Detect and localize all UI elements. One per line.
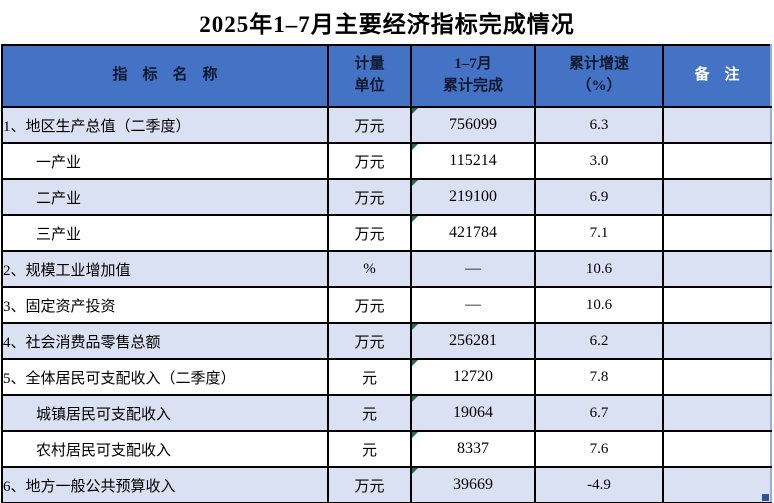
title-bar: 2025年1–7月主要经济指标完成情况 (0, 0, 774, 44)
unit-cell[interactable]: 万元 (327, 214, 412, 252)
growth-cell[interactable]: 7.6 (534, 430, 664, 468)
unit-cell[interactable]: 万元 (327, 286, 412, 324)
table-row: 农村居民可支配收入 元 8337 7.6 (1, 430, 772, 468)
indicator-cell[interactable]: 4、社会消费品零售总额 (1, 322, 329, 360)
growth-cell[interactable]: 7.8 (534, 358, 664, 396)
unit-cell[interactable]: 万元 (327, 106, 412, 144)
table-row: 一产业 万元 115214 3.0 (1, 142, 772, 180)
growth-cell[interactable]: -4.9 (534, 466, 664, 503)
error-indicator-icon (413, 361, 418, 366)
remark-cell[interactable] (662, 250, 772, 288)
table-row: 二产业 万元 219100 6.9 (1, 178, 772, 216)
value-cell[interactable]: 256281 (410, 322, 536, 360)
growth-cell[interactable]: 6.9 (534, 178, 664, 216)
unit-cell[interactable]: 元 (327, 358, 412, 396)
remark-cell[interactable] (662, 466, 772, 503)
error-indicator-icon (413, 397, 418, 402)
col-header-growth: 累计增速 （%） (534, 44, 664, 108)
remark-cell[interactable] (662, 214, 772, 252)
indicator-cell[interactable]: 二产业 (1, 178, 329, 216)
table-row: 5、全体居民可支配收入（二季度） 元 12720 7.8 (1, 358, 772, 396)
indicator-cell[interactable]: 1、地区生产总值（二季度） (1, 106, 329, 144)
indicator-cell[interactable]: 农村居民可支配收入 (1, 430, 329, 468)
table-row: 三产业 万元 421784 7.1 (1, 214, 772, 252)
table-row: 6、地方一般公共预算收入 万元 39669 -4.9 (1, 466, 772, 503)
table-row: 1、地区生产总值（二季度） 万元 756099 6.3 (1, 106, 772, 144)
error-indicator-icon (413, 433, 418, 438)
growth-cell[interactable]: 3.0 (534, 142, 664, 180)
unit-cell[interactable]: % (327, 250, 412, 288)
value-cell[interactable]: 219100 (410, 178, 536, 216)
value-cell[interactable]: 19064 (410, 394, 536, 432)
table-header-row: 指 标 名 称 计量 单位 1–7月 累计完成 累计增速 （%） 备 注 (1, 44, 772, 108)
error-indicator-icon (413, 469, 418, 474)
remark-cell[interactable] (662, 430, 772, 468)
remark-cell[interactable] (662, 322, 772, 360)
remark-cell[interactable] (662, 178, 772, 216)
error-indicator-icon (413, 325, 418, 330)
growth-cell[interactable]: 6.2 (534, 322, 664, 360)
value-cell[interactable]: 756099 (410, 106, 536, 144)
value-cell[interactable]: — (410, 250, 536, 288)
fill-handle[interactable] (762, 494, 769, 501)
growth-cell[interactable]: 6.7 (534, 394, 664, 432)
indicator-cell[interactable]: 城镇居民可支配收入 (1, 394, 329, 432)
table-row: 2、规模工业增加值 % — 10.6 (1, 250, 772, 288)
value-cell[interactable]: 39669 (410, 466, 536, 503)
unit-cell[interactable]: 元 (327, 394, 412, 432)
table-row: 4、社会消费品零售总额 万元 256281 6.2 (1, 322, 772, 360)
growth-cell[interactable]: 10.6 (534, 250, 664, 288)
growth-cell[interactable]: 10.6 (534, 286, 664, 324)
error-indicator-icon (413, 109, 418, 114)
value-cell[interactable]: 8337 (410, 430, 536, 468)
value-cell[interactable]: 115214 (410, 142, 536, 180)
indicator-cell[interactable]: 三产业 (1, 214, 329, 252)
table-row: 城镇居民可支配收入 元 19064 6.7 (1, 394, 772, 432)
remark-cell[interactable] (662, 106, 772, 144)
col-header-indicator: 指 标 名 称 (1, 44, 329, 108)
value-cell[interactable]: — (410, 286, 536, 324)
growth-cell[interactable]: 6.3 (534, 106, 664, 144)
remark-cell[interactable] (662, 358, 772, 396)
indicator-cell[interactable]: 一产业 (1, 142, 329, 180)
unit-cell[interactable]: 元 (327, 430, 412, 468)
col-header-unit: 计量 单位 (327, 44, 412, 108)
unit-cell[interactable]: 万元 (327, 142, 412, 180)
indicator-cell[interactable]: 2、规模工业增加值 (1, 250, 329, 288)
col-header-remark: 备 注 (662, 44, 772, 108)
remark-cell[interactable] (662, 286, 772, 324)
error-indicator-icon (413, 217, 418, 222)
value-cell[interactable]: 421784 (410, 214, 536, 252)
col-header-completed: 1–7月 累计完成 (410, 44, 536, 108)
indicators-table: 指 标 名 称 计量 单位 1–7月 累计完成 累计增速 （%） 备 注 1、地… (1, 44, 772, 503)
indicator-cell[interactable]: 3、固定资产投资 (1, 286, 329, 324)
error-indicator-icon (413, 145, 418, 150)
unit-cell[interactable]: 万元 (327, 178, 412, 216)
page-title: 2025年1–7月主要经济指标完成情况 (199, 12, 575, 37)
table-row: 3、固定资产投资 万元 — 10.6 (1, 286, 772, 324)
remark-cell[interactable] (662, 142, 772, 180)
remark-cell[interactable] (662, 394, 772, 432)
growth-cell[interactable]: 7.1 (534, 214, 664, 252)
indicator-cell[interactable]: 6、地方一般公共预算收入 (1, 466, 329, 503)
value-cell[interactable]: 12720 (410, 358, 536, 396)
unit-cell[interactable]: 万元 (327, 322, 412, 360)
error-indicator-icon (413, 181, 418, 186)
unit-cell[interactable]: 万元 (327, 466, 412, 503)
indicator-cell[interactable]: 5、全体居民可支配收入（二季度） (1, 358, 329, 396)
